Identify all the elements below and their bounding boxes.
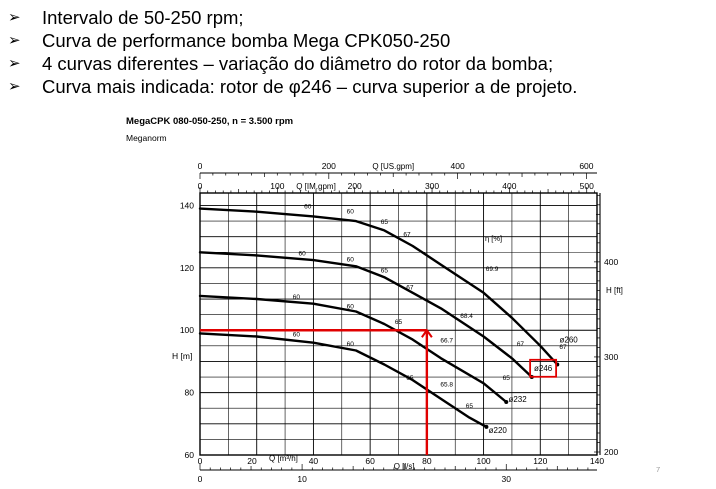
bullet-text: Curva de performance bomba Mega CPK050-2… [42,30,451,51]
im-gpm-tick-label: 300 [425,181,439,191]
ft-tick-label: 400 [604,257,618,267]
efficiency-label: 67 [559,344,567,351]
efficiency-label: 60 [293,331,301,338]
efficiency-label: 60 [293,294,301,301]
arrow-bullet-icon: ➢ [8,9,21,26]
bullet-item: ➢ Curva mais indicada: rotor de φ246 – cu… [8,75,577,98]
page-number: 7 [656,465,660,474]
us-gpm-tick-label: 200 [322,161,336,171]
efficiency-label: 69.9 [486,266,499,273]
x-tick-label: 60 [365,456,375,466]
efficiency-label: 65 [395,319,403,326]
head-curve-ø260 [198,207,559,366]
im-gpm-tick-label: 100 [270,181,284,191]
x-tick-label: 100 [476,456,490,466]
x-axis-label: Q [m³/h] [269,454,298,463]
ls-axis-label: Q [l/s] [394,462,415,471]
x-tick-label: 40 [309,456,319,466]
x-tick-label: 140 [590,456,604,466]
ft-tick-label: 200 [604,447,618,457]
bullet-item: ➢ Curva de performance bomba Mega CPK050-… [8,29,577,52]
efficiency-label: 60 [347,303,355,310]
y-tick-label: 140 [180,200,194,210]
y-tick-label: 100 [180,325,194,335]
diameter-label: ø260 [560,336,579,345]
ls-tick-label: 0 [198,474,203,484]
efficiency-label: 65 [406,375,414,382]
us-gpm-tick-label: 600 [579,161,593,171]
y-tick-label: 60 [185,450,195,460]
efficiency-label: 60 [347,341,355,348]
diameter-label: ø232 [508,395,527,404]
diameter-label: ø220 [489,426,508,435]
bullet-text: Intervalo de 50-250 rpm; [42,7,244,28]
bullet-text: 4 curvas diferentes – variação do diâmet… [42,53,554,74]
bullet-item: ➢ 4 curvas diferentes – variação do diâme… [8,52,577,75]
bullet-item: ➢ Intervalo de 50-250 rpm; [8,6,577,29]
bullet-text: Curva mais indicada: rotor de φ246 – cur… [42,76,578,97]
im-gpm-tick-label: 0 [198,181,203,191]
ft-axis-label: H [ft] [606,286,623,295]
arrow-bullet-icon: ➢ [8,32,21,49]
head-curve-ø220 [198,332,488,429]
efficiency-label: 68.4 [460,313,473,320]
im-gpm-tick-label: 200 [348,181,362,191]
us-gpm-axis-label: Q [US.gpm] [372,162,414,171]
y-tick-label: 80 [185,388,195,398]
head-curve-ø232 [198,294,508,404]
chart-title: MegaCPK 080-050-250, n = 3.500 rpm [126,116,293,127]
efficiency-label: 65 [503,375,511,382]
operating-point-arrow-icon [421,328,433,338]
efficiency-label: 65.8 [440,381,453,388]
efficiency-label: 67 [406,285,414,292]
x-tick-label: 80 [422,456,432,466]
efficiency-label: 67 [517,341,525,348]
curve-end-marker [484,424,489,429]
efficiency-label: 60 [304,204,312,211]
x-tick-label: 120 [533,456,547,466]
im-gpm-tick-label: 500 [580,181,594,191]
x-tick-label: 20 [247,456,257,466]
ft-tick-label: 300 [604,352,618,362]
ls-tick-label: 10 [297,474,307,484]
highlight-box-246 [529,358,558,378]
efficiency-label: 60 [298,250,306,257]
x-tick-label: 0 [198,456,203,466]
y-tick-label: 120 [180,263,194,273]
efficiency-label: 67 [403,232,411,239]
y-axis-label: H [m] [172,351,192,361]
efficiency-label: 65 [381,219,389,226]
us-gpm-tick-label: 400 [451,161,465,171]
efficiency-axis-label: η [%] [485,234,502,243]
chart-subtitle: Meganorm [126,133,167,143]
ls-tick-label: 30 [502,474,512,484]
bullet-list: ➢ Intervalo de 50-250 rpm; ➢ Curva de perf… [8,6,577,98]
im-gpm-axis-label: Q [IM.gpm] [296,182,336,191]
efficiency-label: 65 [381,268,389,275]
curve-end-marker [504,399,509,404]
efficiency-label: 60 [347,208,355,215]
im-gpm-tick-label: 400 [502,181,516,191]
head-curve-ø246 [198,251,533,379]
efficiency-label: 60 [347,257,355,264]
arrow-bullet-icon: ➢ [8,78,21,95]
us-gpm-tick-label: 0 [198,161,203,171]
efficiency-label: 66.7 [440,338,453,345]
diameter-label: ø246 [534,364,553,373]
efficiency-label: 65 [466,403,474,410]
arrow-bullet-icon: ➢ [8,55,21,72]
